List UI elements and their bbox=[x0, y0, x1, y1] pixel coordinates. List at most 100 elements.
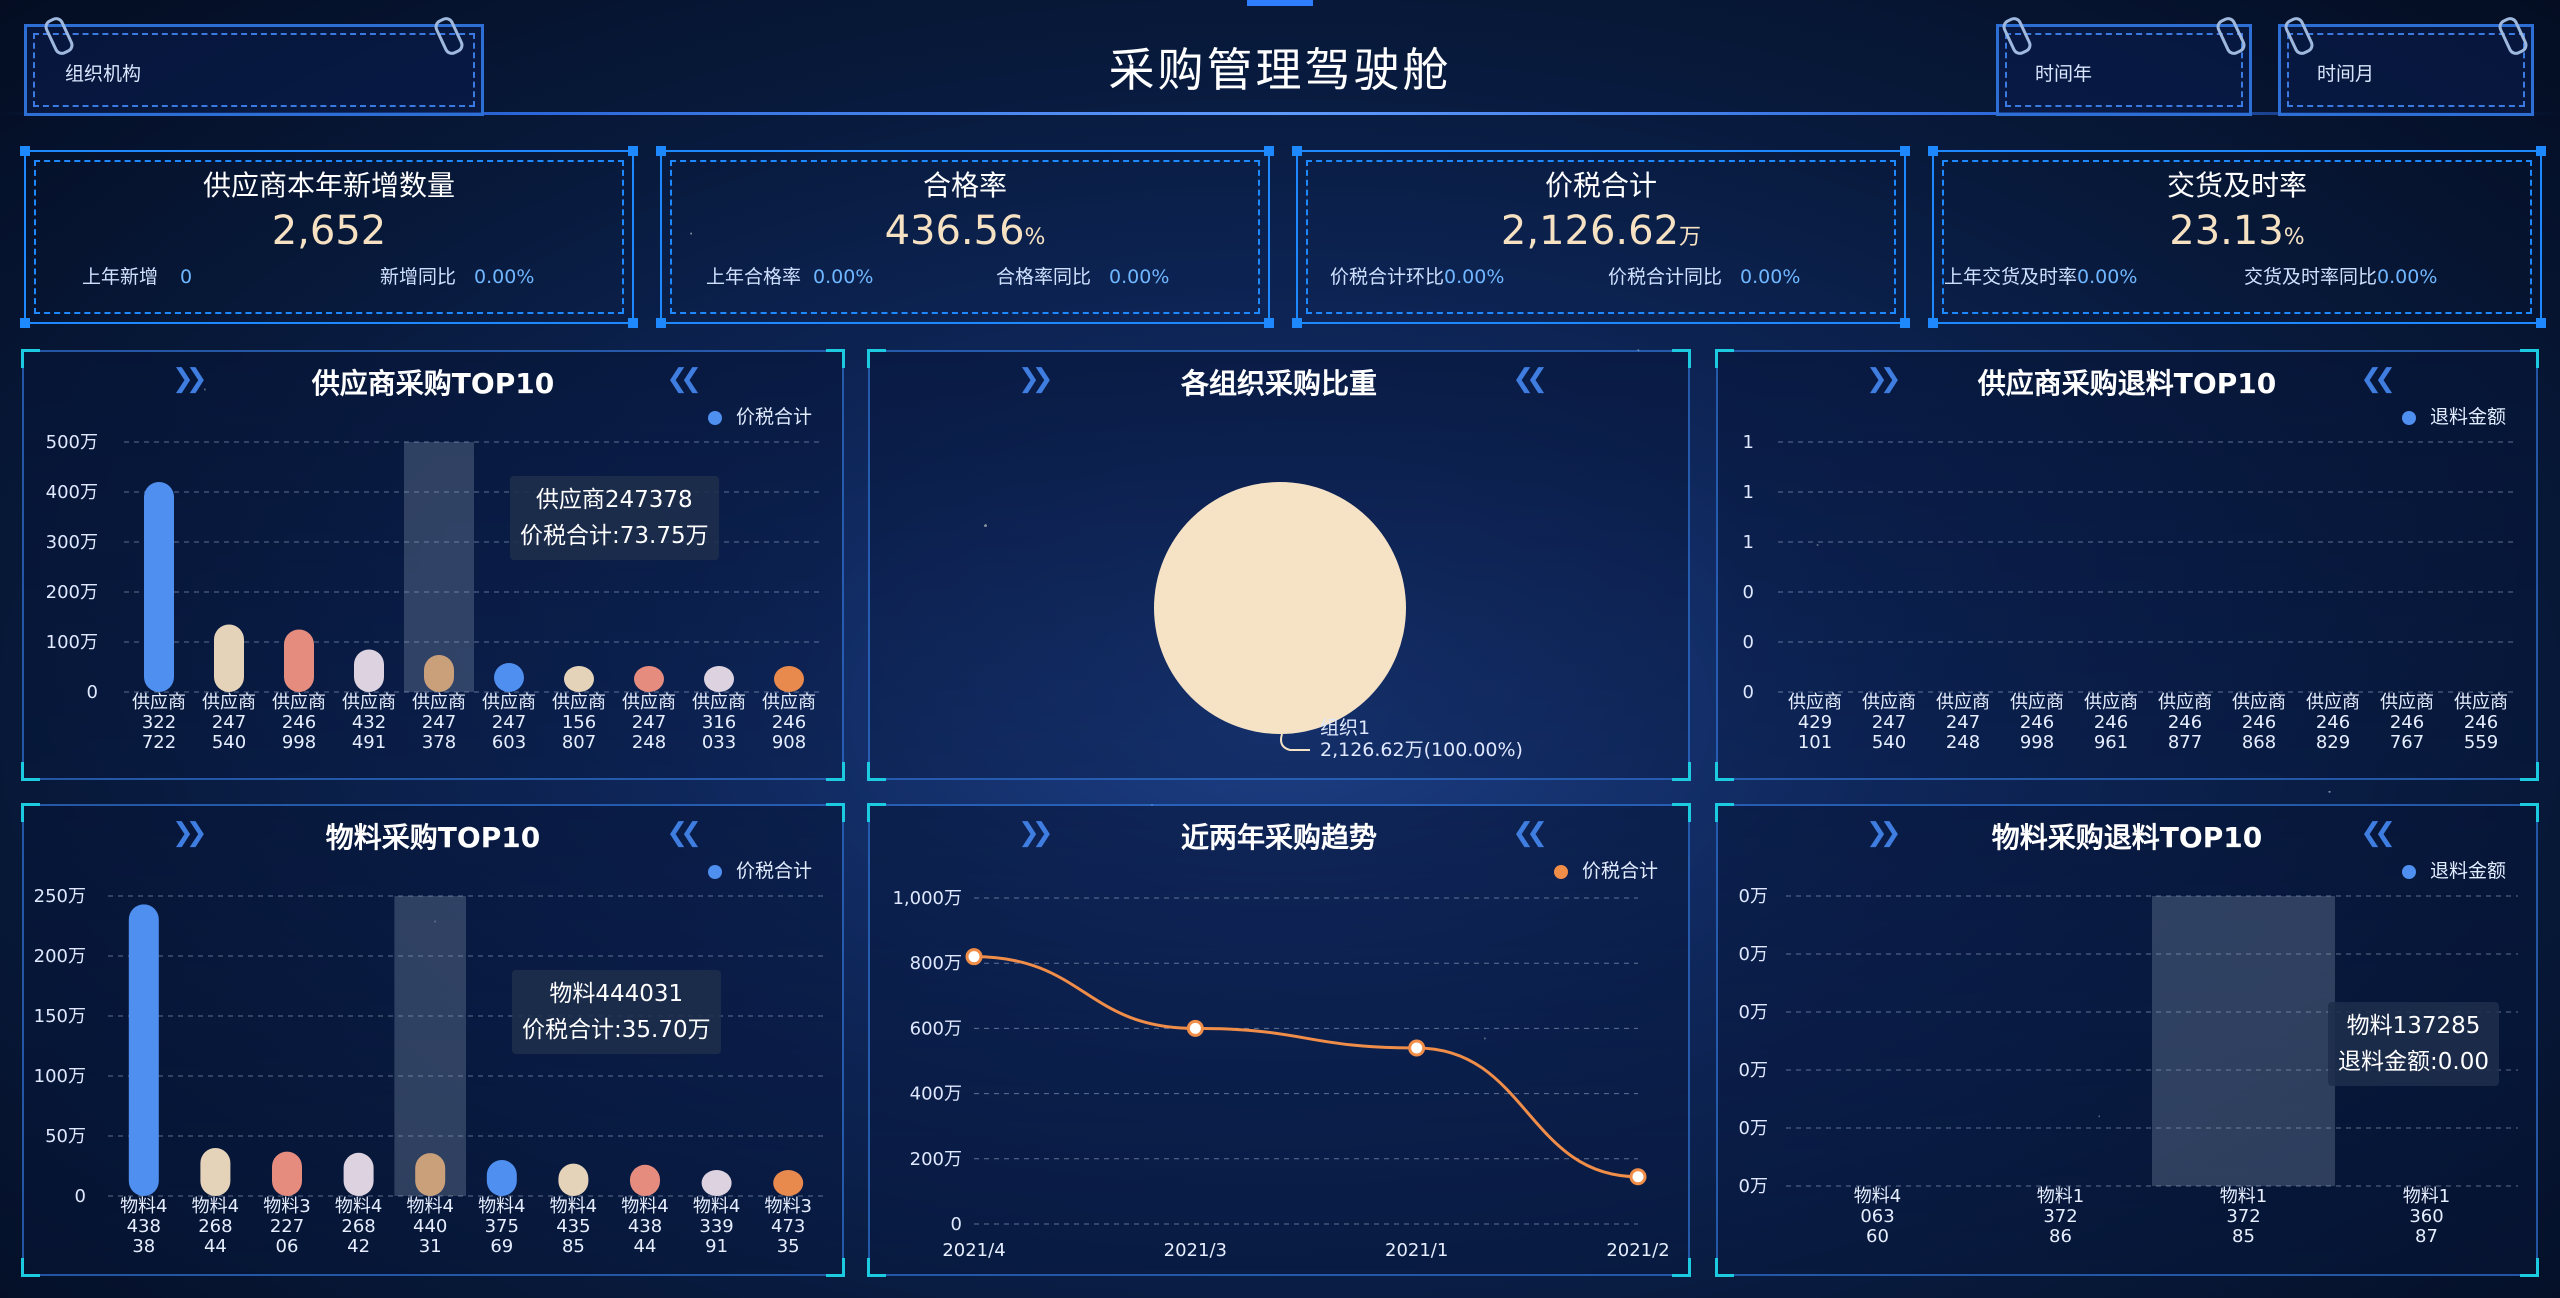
y-tick-label: 0 bbox=[951, 1214, 962, 1235]
x-tick-label: 物料4 bbox=[478, 1196, 525, 1217]
y-tick-label: 0万 bbox=[1739, 886, 1768, 907]
panel-supplier-top10: ❯❯ ❮❮ 供应商采购TOP10 价税合计 0 100万 200万 300万 400万 5… bbox=[21, 349, 845, 781]
x-tick-label: 供应商 bbox=[2306, 692, 2360, 713]
kpi-sub-1: 价税合计环比0.00% bbox=[1330, 266, 1505, 288]
chart-legend[interactable]: 价税合计 bbox=[1553, 856, 1658, 883]
x-tick-label: 432 bbox=[352, 712, 386, 733]
x-tick-label: 247 bbox=[632, 712, 666, 733]
x-tick-label: 供应商 bbox=[2454, 692, 2508, 713]
panel-material-return-top10: ❯❯ ❮❮ 物料采购退料TOP10 退料金额 0万 0万 0万 0万 0万 0万 物料4 06… bbox=[1715, 803, 2539, 1277]
bar bbox=[774, 666, 804, 692]
chart-legend[interactable]: 退料金额 bbox=[2401, 402, 2506, 429]
chart-legend[interactable]: 价税合计 bbox=[707, 856, 812, 883]
paperclip-icon bbox=[2213, 14, 2249, 58]
x-tick-label: 247 bbox=[492, 712, 526, 733]
y-tick-label: 1 bbox=[1743, 482, 1754, 503]
kpi-title: 价税合计 bbox=[1544, 169, 1657, 202]
kpi-card-pass-rate: 合格率 436.56% 上年合格率 0.00% 合格率同比 0.00% bbox=[656, 146, 1274, 328]
year-filter[interactable]: 时间年 bbox=[1996, 14, 2252, 116]
panel-material-top10: ❯❯ ❮❮ 物料采购TOP10 价税合计 0 50万 100万 150万 200万 250… bbox=[21, 803, 845, 1277]
chart-material-top10: 050万100万150万200万250万物料443838物料426844物料32… bbox=[34, 886, 824, 1257]
x-tick-label: 998 bbox=[2020, 732, 2054, 753]
x-tick-label: 829 bbox=[2316, 732, 2350, 753]
x-tick-label: 339 bbox=[699, 1216, 733, 1237]
hover-highlight bbox=[2152, 896, 2335, 1186]
x-tick-label: 供应商 bbox=[482, 692, 536, 713]
y-tick-label: 50万 bbox=[45, 1126, 86, 1147]
bar bbox=[564, 666, 594, 692]
y-tick-label: 200万 bbox=[34, 946, 86, 967]
x-tick-label: 供应商 bbox=[1788, 692, 1842, 713]
x-tick-label: 246 bbox=[2094, 712, 2128, 733]
bar bbox=[630, 1164, 660, 1196]
x-tick-label: 供应商 bbox=[342, 692, 396, 713]
header-divider bbox=[0, 112, 2560, 115]
x-tick-label: 物料4 bbox=[406, 1196, 453, 1217]
kpi-sub-1: 上年新增 0 bbox=[82, 266, 193, 288]
y-tick-label: 200万 bbox=[46, 582, 98, 603]
bar bbox=[415, 1153, 446, 1196]
kpi-sub-2: 合格率同比 0.00% bbox=[996, 266, 1170, 288]
y-tick-label: 600万 bbox=[910, 1018, 962, 1039]
x-tick-label: 603 bbox=[492, 732, 526, 753]
bar bbox=[634, 666, 664, 692]
kpi-value: 2,652 bbox=[271, 208, 387, 254]
chart-legend[interactable]: 退料金额 bbox=[2401, 856, 2506, 883]
year-filter-label: 时间年 bbox=[2035, 63, 2093, 85]
y-tick-label: 400万 bbox=[46, 482, 98, 503]
legend-dot bbox=[2401, 410, 2416, 425]
kpi-title: 合格率 bbox=[922, 169, 1007, 202]
x-tick-label: 物料4 bbox=[120, 1196, 167, 1217]
x-tick-label: 供应商 bbox=[552, 692, 606, 713]
x-tick-label: 物料3 bbox=[263, 1196, 310, 1217]
paperclip-icon bbox=[2495, 14, 2531, 58]
chart-material-return-top10: 0万0万0万0万0万0万物料406360物料137286物料137285物料13… bbox=[1739, 886, 2518, 1247]
x-tick-label: 供应商 bbox=[2084, 692, 2138, 713]
legend-dot bbox=[2401, 864, 2416, 879]
pie-slice-org1 bbox=[1154, 482, 1406, 734]
x-tick-label: 物料4 bbox=[192, 1196, 239, 1217]
x-tick-label: 246 bbox=[282, 712, 316, 733]
x-tick-label: 44 bbox=[634, 1236, 657, 1257]
x-tick-label: 246 bbox=[2020, 712, 2054, 733]
bar bbox=[214, 624, 244, 692]
x-tick-label: 85 bbox=[562, 1236, 585, 1257]
bar bbox=[343, 1152, 374, 1196]
x-tick-label: 供应商 bbox=[202, 692, 256, 713]
bar bbox=[494, 663, 524, 692]
bar bbox=[272, 1151, 302, 1196]
bar bbox=[354, 649, 384, 692]
x-tick-label: 247 bbox=[212, 712, 246, 733]
x-tick-label: 44 bbox=[204, 1236, 227, 1257]
chart-legend[interactable]: 价税合计 bbox=[707, 402, 812, 429]
kpi-value: 23.13% bbox=[2169, 208, 2305, 254]
y-tick-label: 1 bbox=[1743, 532, 1754, 553]
panel-trend: ❯❯ ❮❮ 近两年采购趋势 价税合计 0 200万 400万 600万 800万 1,00… bbox=[867, 803, 1691, 1277]
hover-highlight bbox=[394, 896, 466, 1196]
legend-dot bbox=[707, 864, 722, 879]
x-tick-label: 807 bbox=[562, 732, 596, 753]
panel-title: 供应商采购退料TOP10 bbox=[1977, 367, 2277, 400]
x-tick-label: 86 bbox=[2049, 1226, 2072, 1247]
x-tick-label: 998 bbox=[282, 732, 316, 753]
y-tick-label: 0万 bbox=[1739, 944, 1768, 965]
x-tick-label: 供应商 bbox=[2158, 692, 2212, 713]
x-tick-label: 156 bbox=[562, 712, 596, 733]
y-tick-label: 200万 bbox=[910, 1149, 962, 1170]
org-filter[interactable]: 组织机构 bbox=[24, 14, 484, 116]
y-tick-label: 100万 bbox=[34, 1066, 86, 1087]
y-tick-label: 0万 bbox=[1739, 1060, 1768, 1081]
x-tick-label: 91 bbox=[705, 1236, 728, 1257]
kpi-card-new-suppliers: 供应商本年新增数量 2,652 上年新增 0 新增同比 0.00% bbox=[20, 146, 638, 328]
chart-trend: 0 200万 400万 600万 800万 1,000万 2021/4 2021/3 2021/… bbox=[892, 888, 1669, 1261]
x-tick-label: 268 bbox=[198, 1216, 232, 1237]
y-tick-label: 0 bbox=[1743, 682, 1754, 703]
x-tick-label: 2021/3 bbox=[1164, 1240, 1227, 1261]
x-tick-label: 378 bbox=[422, 732, 456, 753]
x-tick-label: 2021/1 bbox=[1385, 1240, 1448, 1261]
x-tick-label: 438 bbox=[127, 1216, 161, 1237]
paperclip-icon bbox=[1999, 14, 2035, 58]
y-tick-label: 0 bbox=[1743, 632, 1754, 653]
x-tick-label: 540 bbox=[1872, 732, 1906, 753]
month-filter[interactable]: 时间月 bbox=[2278, 14, 2534, 116]
